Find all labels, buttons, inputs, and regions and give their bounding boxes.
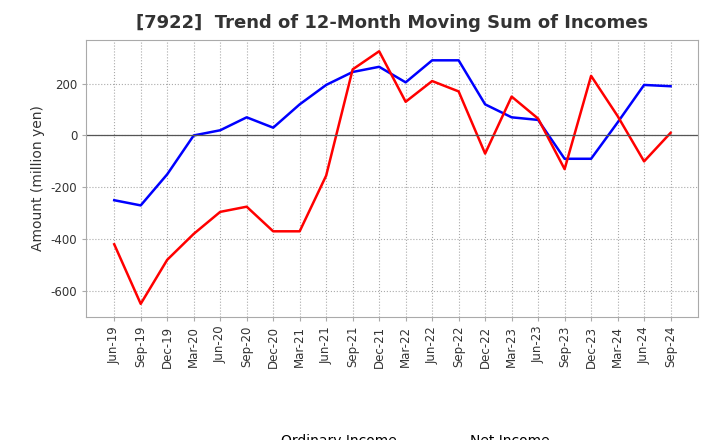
Net Income (534, 116, 542, 121)
Ordinary Income (428, 58, 436, 63)
Net Income (640, 159, 649, 164)
Ordinary Income (508, 115, 516, 120)
Net Income (375, 48, 384, 54)
Net Income (613, 114, 622, 119)
Ordinary Income (163, 172, 171, 177)
Net Income (481, 151, 490, 156)
Ordinary Income (216, 128, 225, 133)
Ordinary Income (136, 203, 145, 208)
Ordinary Income (481, 102, 490, 107)
Ordinary Income (322, 82, 330, 88)
Line: Ordinary Income: Ordinary Income (114, 60, 670, 205)
Net Income (295, 229, 304, 234)
Ordinary Income (454, 58, 463, 63)
Ordinary Income (189, 133, 198, 138)
Ordinary Income (560, 156, 569, 161)
Net Income (189, 231, 198, 237)
Net Income (110, 242, 119, 247)
Ordinary Income (375, 64, 384, 70)
Ordinary Income (587, 156, 595, 161)
Net Income (587, 73, 595, 78)
Ordinary Income (348, 70, 357, 75)
Title: [7922]  Trend of 12-Month Moving Sum of Incomes: [7922] Trend of 12-Month Moving Sum of I… (136, 15, 649, 33)
Ordinary Income (269, 125, 277, 130)
Ordinary Income (295, 102, 304, 107)
Net Income (269, 229, 277, 234)
Net Income (322, 173, 330, 178)
Net Income (348, 67, 357, 72)
Legend: Ordinary Income, Net Income: Ordinary Income, Net Income (230, 429, 555, 440)
Net Income (454, 89, 463, 94)
Ordinary Income (110, 198, 119, 203)
Ordinary Income (243, 115, 251, 120)
Ordinary Income (666, 84, 675, 89)
Ordinary Income (613, 120, 622, 125)
Ordinary Income (401, 80, 410, 85)
Net Income (666, 130, 675, 136)
Ordinary Income (640, 82, 649, 88)
Ordinary Income (534, 117, 542, 123)
Net Income (243, 204, 251, 209)
Y-axis label: Amount (million yen): Amount (million yen) (31, 105, 45, 251)
Net Income (508, 94, 516, 99)
Net Income (163, 257, 171, 262)
Net Income (136, 301, 145, 307)
Line: Net Income: Net Income (114, 51, 670, 304)
Net Income (428, 78, 436, 84)
Net Income (216, 209, 225, 215)
Net Income (401, 99, 410, 104)
Net Income (560, 166, 569, 172)
